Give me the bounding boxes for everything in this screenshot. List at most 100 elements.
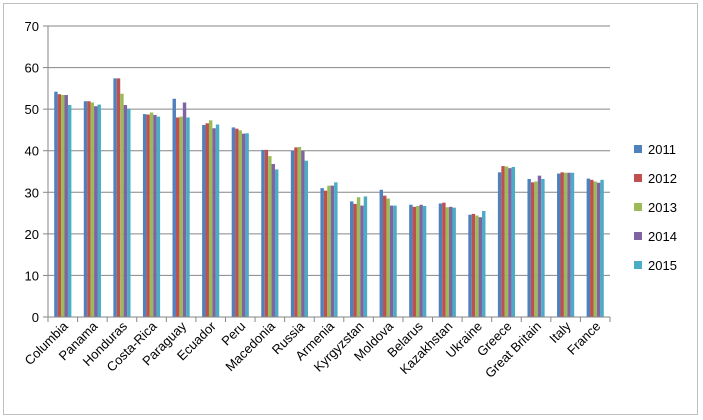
y-axis: 0 10 20 30 40 50 60 70: [25, 19, 49, 325]
bar-2014-ecuador: [212, 128, 216, 317]
x-axis: ColumbiaPanamaHondurasCosta-RicaParaguay…: [21, 316, 611, 381]
bar-2015-armenia: [334, 182, 338, 317]
bar-2015-belarus: [422, 206, 427, 317]
bar-2014-paraguay: [182, 102, 187, 318]
bar-2011-moldova: [379, 189, 384, 317]
bar-2014-russia: [301, 150, 305, 317]
legend-label-2015: 2015: [648, 258, 677, 273]
bar-2012-peru: [235, 128, 239, 317]
bar-2012-great-britain: [530, 182, 535, 317]
bar-2014-italy: [567, 172, 571, 317]
bar-2013-macedonia: [268, 156, 272, 317]
bar-2015-honduras: [127, 108, 131, 317]
bar-2015-france: [600, 179, 604, 317]
bar-2011-columbia: [54, 91, 58, 318]
bar-2011-belarus: [409, 204, 413, 317]
bar-2011-france: [586, 178, 591, 317]
bar-2013-kazakhstan: [445, 207, 450, 317]
bar-2013-greece: [504, 166, 509, 317]
legend-label-2014: 2014: [648, 229, 677, 244]
bar-2011-russia: [290, 150, 295, 317]
legend-swatch-2011: [634, 145, 642, 153]
y-tick-label: 50: [25, 102, 39, 117]
bar-2014-honduras: [123, 104, 128, 318]
bar-2012-columbia: [57, 94, 62, 318]
bar-2014-costa-rica: [153, 114, 157, 318]
legend-label-2012: 2012: [648, 171, 677, 186]
bar-2012-kazakhstan: [442, 202, 446, 317]
bar-2015-italy: [570, 172, 575, 317]
bar-2011-costa-rica: [142, 114, 147, 317]
bar-2013-belarus: [416, 206, 420, 317]
bar-2013-ecuador: [208, 120, 213, 318]
bar-2015-great-britain: [541, 178, 545, 317]
bar-2011-armenia: [320, 188, 324, 317]
legend-label-2013: 2013: [648, 200, 677, 215]
y-tick-label: 60: [25, 61, 39, 76]
bar-2015-kazakhstan: [452, 207, 456, 317]
y-tick-label: 0: [32, 310, 39, 325]
y-tick-label: 40: [25, 144, 39, 159]
bars: [54, 78, 604, 318]
bar-2015-macedonia: [274, 169, 279, 317]
bar-2014-greece: [508, 168, 512, 317]
bar-2012-france: [590, 179, 594, 317]
legend-label-2011: 2011: [648, 142, 676, 157]
bar-2012-armenia: [323, 190, 328, 317]
legend-swatch-2012: [634, 174, 642, 182]
y-tick-label: 30: [25, 185, 39, 200]
bar-2011-kazakhstan: [438, 203, 443, 317]
bar-2012-panama: [87, 101, 91, 318]
bar-2013-honduras: [120, 93, 124, 317]
bar-2015-paraguay: [186, 117, 190, 318]
legend: 2011 2012 2013 2014 2015: [634, 142, 677, 273]
bar-2014-great-britain: [537, 175, 542, 317]
bar-2014-armenia: [330, 185, 335, 317]
bar-2011-panama: [83, 101, 88, 318]
bar-2013-italy: [563, 172, 568, 317]
legend-swatch-2013: [634, 203, 642, 211]
bar-2013-costa-rica: [149, 112, 154, 317]
bar-2013-paraguay: [179, 116, 183, 317]
bar-2012-ecuador: [205, 123, 209, 317]
bar-2014-ukraine: [478, 217, 483, 317]
bar-2011-paraguay: [172, 98, 176, 317]
bar-2015-moldova: [393, 205, 397, 317]
bar-2015-greece: [511, 166, 516, 317]
bar-2012-greece: [501, 166, 505, 317]
bar-2011-ecuador: [202, 124, 206, 317]
bar-2015-ecuador: [215, 124, 220, 318]
bar-2013-panama: [90, 102, 95, 318]
bar-2015-russia: [304, 160, 308, 317]
bar-2014-panama: [94, 106, 98, 317]
bar-2012-kyrgyzstan: [353, 203, 357, 317]
bar-2014-kazakhstan: [449, 206, 453, 317]
bar-2012-moldova: [383, 195, 387, 317]
bar-2011-honduras: [113, 78, 117, 317]
bar-2013-great-britain: [534, 181, 538, 317]
bar-2011-italy: [557, 173, 561, 317]
bar-2012-macedonia: [264, 149, 269, 317]
bar-2013-armenia: [327, 185, 331, 317]
bar-2011-ukraine: [468, 214, 472, 317]
bar-2014-moldova: [389, 205, 394, 317]
bar-2014-peru: [241, 133, 246, 317]
bar-2015-columbia: [67, 104, 72, 318]
bar-2013-kyrgyzstan: [356, 197, 361, 317]
bar-2012-russia: [294, 147, 298, 317]
bar-2012-paraguay: [175, 117, 180, 318]
bar-2014-france: [596, 182, 601, 317]
bar-2013-moldova: [386, 198, 390, 317]
legend-swatch-2014: [634, 232, 642, 240]
bar-2012-costa-rica: [146, 114, 150, 317]
bar-2015-peru: [245, 133, 249, 317]
bar-2012-ukraine: [471, 213, 476, 317]
bar-2013-peru: [238, 130, 242, 317]
y-tick-label: 10: [25, 268, 39, 283]
legend-swatch-2015: [634, 261, 642, 269]
bar-2015-costa-rica: [156, 116, 161, 317]
bar-2011-kyrgyzstan: [350, 201, 354, 317]
grid-lines: [48, 25, 610, 276]
bar-2012-honduras: [116, 78, 121, 317]
